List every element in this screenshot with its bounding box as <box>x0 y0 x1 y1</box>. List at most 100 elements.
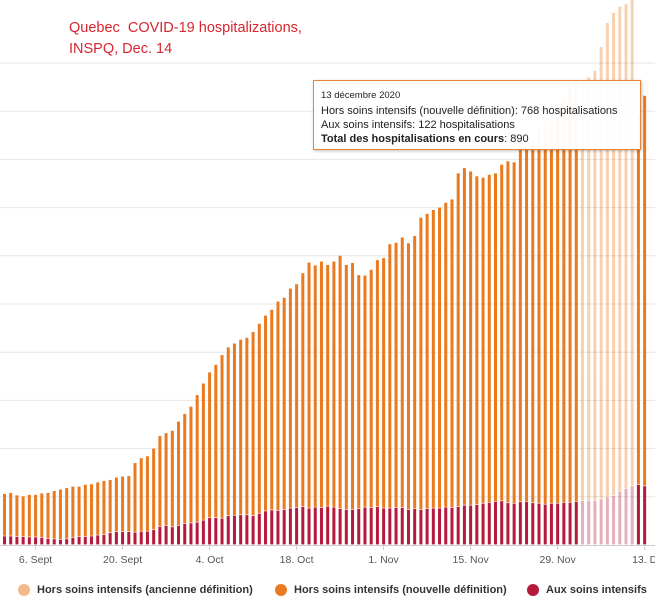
bar-stack[interactable] <box>406 243 410 545</box>
bar-soins-intensifs[interactable] <box>264 511 268 545</box>
bar-stack[interactable] <box>332 261 336 545</box>
bar-soins-intensifs[interactable] <box>438 508 442 545</box>
bar-stack[interactable] <box>139 458 143 545</box>
bar-stack[interactable] <box>543 122 547 545</box>
bar-soins-intensifs[interactable] <box>226 516 230 545</box>
bar-soins-intensifs[interactable] <box>581 500 584 545</box>
bar-hors-soins-nouvelle[interactable] <box>152 448 156 530</box>
bar-stack[interactable] <box>562 99 566 545</box>
bar-hors-soins-nouvelle[interactable] <box>593 70 597 501</box>
bar-soins-intensifs[interactable] <box>357 508 361 545</box>
bar-hors-soins-nouvelle[interactable] <box>90 484 94 536</box>
bar-soins-intensifs[interactable] <box>406 509 410 545</box>
bar-stack[interactable] <box>462 168 466 545</box>
bar-stack[interactable] <box>487 174 491 545</box>
bar-soins-intensifs[interactable] <box>133 532 137 545</box>
bar-stack[interactable] <box>77 486 81 545</box>
bar-soins-intensifs[interactable] <box>214 518 218 545</box>
bar-hors-soins-nouvelle[interactable] <box>556 109 560 503</box>
bar-stack[interactable] <box>282 297 286 545</box>
bar-stack[interactable] <box>518 142 522 545</box>
bar-hors-soins-nouvelle[interactable] <box>40 493 44 538</box>
bar-stack[interactable] <box>27 494 31 545</box>
bar-hors-soins-nouvelle[interactable] <box>388 244 392 508</box>
bar-hors-soins-nouvelle[interactable] <box>500 164 504 501</box>
bar-hors-soins-nouvelle[interactable] <box>419 217 423 510</box>
bar-hors-soins-nouvelle[interactable] <box>313 265 317 507</box>
bar-soins-intensifs[interactable] <box>593 500 597 545</box>
bar-hors-soins-nouvelle[interactable] <box>612 12 616 496</box>
bar-hors-soins-nouvelle[interactable] <box>636 114 640 485</box>
bar-stack[interactable] <box>158 436 162 545</box>
bar-soins-intensifs[interactable] <box>177 525 181 545</box>
bar-soins-intensifs[interactable] <box>183 523 187 545</box>
bar-hors-soins-nouvelle[interactable] <box>456 173 460 507</box>
bar-soins-intensifs[interactable] <box>450 507 454 545</box>
bar-stack[interactable] <box>226 347 230 545</box>
bar-hors-soins-nouvelle[interactable] <box>164 433 168 526</box>
bar-soins-intensifs[interactable] <box>549 503 553 545</box>
bar-hors-soins-nouvelle[interactable] <box>344 264 348 510</box>
bar-soins-intensifs[interactable] <box>208 518 212 545</box>
legend-item-soins-intensifs[interactable]: Aux soins intensifs <box>527 584 647 596</box>
bar-stack[interactable] <box>375 260 379 545</box>
bar-stack[interactable] <box>90 484 94 545</box>
bar-soins-intensifs[interactable] <box>506 503 510 545</box>
bar-hors-soins-nouvelle[interactable] <box>83 484 87 537</box>
bar-stack[interactable] <box>288 288 292 545</box>
bar-stack[interactable] <box>65 488 69 545</box>
bar-stack[interactable] <box>400 237 404 545</box>
bar-hors-soins-nouvelle[interactable] <box>406 243 410 510</box>
bar-stack[interactable] <box>531 141 535 545</box>
bar-hors-soins-nouvelle[interactable] <box>481 177 485 503</box>
bar-hors-soins-nouvelle[interactable] <box>58 489 62 540</box>
bar-hors-soins-nouvelle[interactable] <box>624 4 628 489</box>
bar-soins-intensifs[interactable] <box>574 501 578 545</box>
bar-soins-intensifs[interactable] <box>195 522 199 545</box>
bar-hors-soins-nouvelle[interactable] <box>444 202 448 507</box>
bar-hors-soins-nouvelle[interactable] <box>581 82 584 501</box>
bar-stack[interactable] <box>413 236 417 545</box>
bar-soins-intensifs[interactable] <box>34 537 38 545</box>
bar-hors-soins-nouvelle[interactable] <box>170 430 174 527</box>
bar-hors-soins-nouvelle[interactable] <box>506 161 510 503</box>
bar-stack[interactable] <box>170 430 174 545</box>
bar-hors-soins-nouvelle[interactable] <box>332 261 336 507</box>
bar-stack[interactable] <box>500 164 504 545</box>
bar-stack[interactable] <box>319 261 323 545</box>
bar-hors-soins-nouvelle[interactable] <box>201 383 205 520</box>
bar-hors-soins-nouvelle[interactable] <box>251 331 255 516</box>
bar-soins-intensifs[interactable] <box>127 531 131 545</box>
bar-hors-soins-nouvelle[interactable] <box>549 117 553 503</box>
bar-hors-soins-nouvelle[interactable] <box>295 284 299 508</box>
bar-stack[interactable] <box>388 244 392 545</box>
bar-stack[interactable] <box>264 315 268 545</box>
bar-stack[interactable] <box>127 476 131 545</box>
bar-soins-intensifs[interactable] <box>568 502 572 545</box>
bar-soins-intensifs[interactable] <box>52 539 56 545</box>
bar-stack[interactable] <box>549 117 553 545</box>
bar-soins-intensifs[interactable] <box>102 534 106 545</box>
bar-hors-soins-nouvelle[interactable] <box>363 275 367 507</box>
bar-stack[interactable] <box>239 339 243 545</box>
bar-stack[interactable] <box>251 331 255 545</box>
bar-soins-intensifs[interactable] <box>232 515 236 545</box>
bar-hors-soins-nouvelle[interactable] <box>382 258 386 508</box>
bar-soins-intensifs[interactable] <box>307 508 311 545</box>
bar-hors-soins-nouvelle[interactable] <box>145 456 149 531</box>
bar-soins-intensifs[interactable] <box>21 536 25 545</box>
bar-soins-intensifs[interactable] <box>313 507 317 545</box>
bar-stack[interactable] <box>382 258 386 545</box>
bar-hors-soins-nouvelle[interactable] <box>351 263 355 510</box>
bar-soins-intensifs[interactable] <box>164 525 168 545</box>
bar-soins-intensifs[interactable] <box>114 531 118 545</box>
bar-hors-soins-nouvelle[interactable] <box>319 261 323 508</box>
bar-soins-intensifs[interactable] <box>562 502 566 545</box>
bar-stack[interactable] <box>40 493 44 545</box>
bar-hors-soins-nouvelle[interactable] <box>114 477 118 532</box>
bar-stack[interactable] <box>108 479 112 545</box>
bar-hors-soins-nouvelle[interactable] <box>605 22 609 497</box>
bar-hors-soins-nouvelle[interactable] <box>475 176 479 505</box>
bar-stack[interactable] <box>245 337 249 545</box>
legend-item-hors-nouvelle[interactable]: Hors soins intensifs (nouvelle définitio… <box>275 584 507 596</box>
